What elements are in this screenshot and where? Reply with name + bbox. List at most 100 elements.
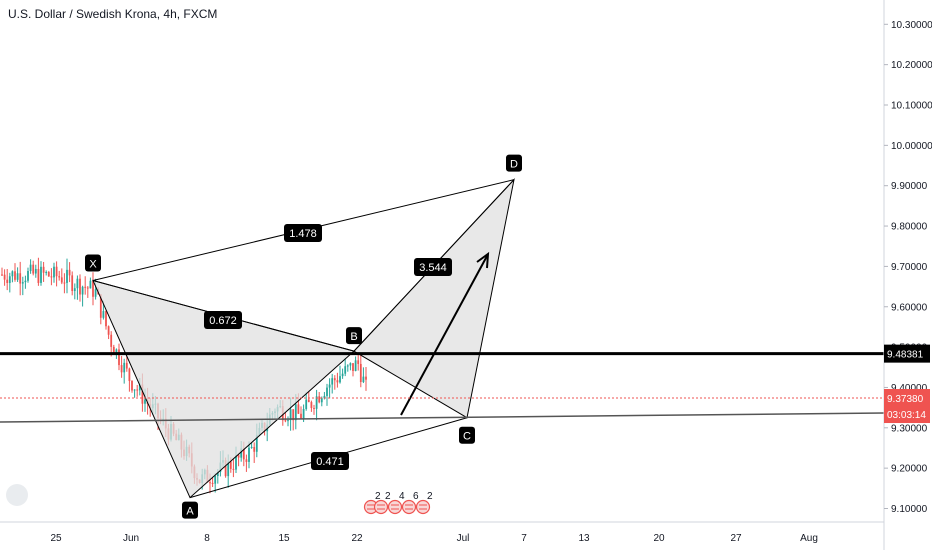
point-label-b: B xyxy=(350,331,357,343)
candle-body xyxy=(123,362,126,373)
candle-body xyxy=(16,273,19,280)
candle-body xyxy=(84,286,87,288)
candle-body xyxy=(333,378,336,381)
candle-body xyxy=(42,266,45,273)
point-label-box xyxy=(85,254,101,272)
candle-body xyxy=(318,396,321,403)
time-tick-label: 25 xyxy=(50,533,62,544)
candle-body xyxy=(47,272,50,277)
candle-body xyxy=(253,446,256,452)
candle-body xyxy=(110,334,113,347)
candle-body xyxy=(79,278,81,295)
candle-body xyxy=(60,277,63,283)
candle-body xyxy=(326,387,328,396)
time-tick-label: Jul xyxy=(457,533,470,544)
candle-body xyxy=(344,366,347,374)
price-axis: 9.100009.200009.300009.400009.500009.600… xyxy=(883,0,932,550)
candle-body xyxy=(53,266,55,278)
time-tick-label: 13 xyxy=(578,533,590,544)
candle-body xyxy=(1,274,3,276)
candle-body xyxy=(245,459,248,462)
candle-body xyxy=(284,420,287,422)
current-price-tag xyxy=(884,389,930,424)
time-tick-label: 27 xyxy=(730,533,742,544)
candle-body xyxy=(11,271,14,277)
candle-body xyxy=(214,476,217,484)
candle-body xyxy=(45,272,48,274)
candle-body xyxy=(55,266,58,277)
price-tick-label: 10.10000 xyxy=(891,101,932,112)
candle-body xyxy=(357,360,360,364)
candle-body xyxy=(21,282,24,284)
point-label-a: A xyxy=(186,506,194,518)
price-tick-label: 9.90000 xyxy=(891,181,928,192)
candle-body xyxy=(141,384,144,404)
candle-body xyxy=(105,311,107,327)
candle-body xyxy=(323,395,326,399)
candle-body xyxy=(32,264,35,274)
point-label-box xyxy=(182,501,198,519)
ratio-label-box xyxy=(204,311,242,329)
candle-body xyxy=(331,378,334,385)
candle-body xyxy=(99,294,102,318)
candle-body xyxy=(237,455,240,458)
candle-body xyxy=(216,471,219,477)
candle-body xyxy=(128,368,131,382)
candle-body xyxy=(341,373,344,377)
candle-body xyxy=(50,276,53,278)
candle-body xyxy=(86,287,89,289)
candle-body xyxy=(76,278,79,289)
event-count-label: 2 xyxy=(427,491,433,502)
support-trend-line xyxy=(0,412,885,423)
candle-body xyxy=(131,381,133,391)
candle-body xyxy=(92,280,94,297)
price-tick-label: 10.20000 xyxy=(891,60,932,71)
economic-event-icon xyxy=(415,499,431,515)
harmonic-pattern: X A B C D 1.478 0.672 3.544 0.471 xyxy=(85,154,522,519)
candle-body xyxy=(365,376,367,380)
time-tick-label: 15 xyxy=(278,533,290,544)
candle-body xyxy=(307,399,310,403)
ratio-label: 1.478 xyxy=(289,228,317,240)
tradingview-logo-icon[interactable] xyxy=(6,484,28,506)
candle-body xyxy=(29,264,32,272)
economic-event-icon xyxy=(401,499,417,515)
candle-body xyxy=(112,346,115,355)
candle-body xyxy=(211,482,214,484)
ratio-label: 3.544 xyxy=(419,262,447,274)
candle-body xyxy=(37,268,40,283)
event-count-label: 4 xyxy=(399,491,405,502)
candle-body xyxy=(115,349,118,355)
event-count-label: 2 xyxy=(375,491,381,502)
candle-body xyxy=(339,376,341,383)
economic-event-icon xyxy=(373,499,389,515)
candle-body xyxy=(349,363,352,366)
time-tick-label: 8 xyxy=(204,533,210,544)
candle-body xyxy=(144,399,146,404)
candle-body xyxy=(136,389,139,391)
price-tags: 9.48381 9.37380 03:03:14 xyxy=(884,344,930,424)
ratio-label: 0.672 xyxy=(209,315,237,327)
candle-body xyxy=(14,271,16,280)
candle-body xyxy=(297,404,300,414)
price-tick-label: 9.60000 xyxy=(891,302,928,313)
candle-body xyxy=(240,448,243,458)
time-axis: 25 Jun 8 15 22 Jul 7 13 20 27 Aug xyxy=(0,521,884,544)
price-tick-label: 9.70000 xyxy=(891,262,928,273)
price-tick-label: 9.10000 xyxy=(891,504,928,515)
time-tick-label: Jun xyxy=(123,533,139,544)
candle-body xyxy=(255,434,258,452)
point-label-box xyxy=(346,327,362,345)
level-price-tag-text: 9.48381 xyxy=(887,350,924,361)
candle-body xyxy=(19,273,22,284)
candle-body xyxy=(300,413,302,419)
candle-body xyxy=(63,282,66,284)
candle-body xyxy=(359,363,362,383)
candle-body xyxy=(227,461,230,477)
candle-body xyxy=(313,407,315,409)
candle-body xyxy=(125,362,128,369)
point-label-x: X xyxy=(89,259,97,271)
candle-body xyxy=(89,280,92,289)
bcd-triangle xyxy=(353,178,515,419)
